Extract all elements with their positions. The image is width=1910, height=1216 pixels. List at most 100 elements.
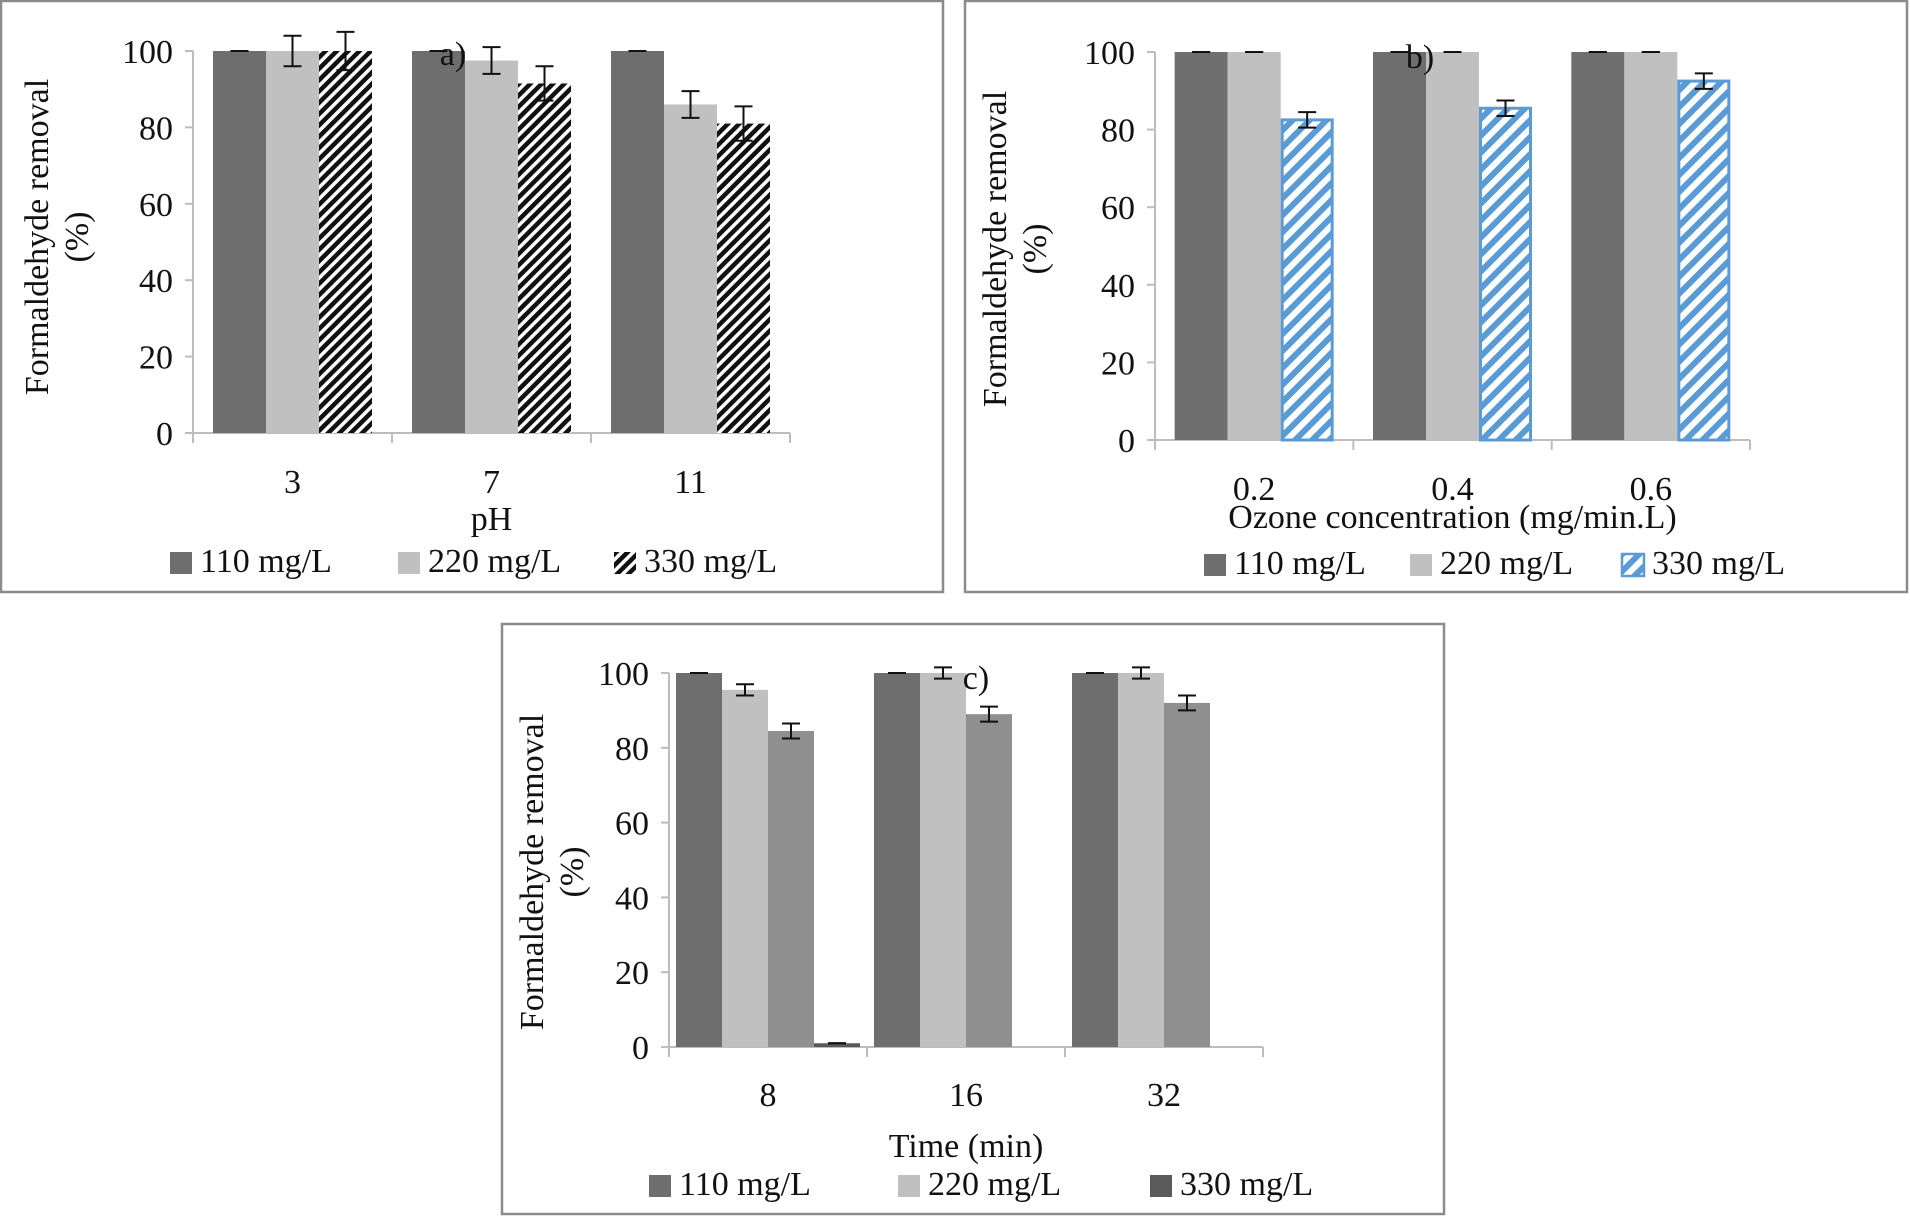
legend-label: 110 mg/L — [1234, 545, 1366, 582]
bar-b-0.4-s2 — [1479, 106, 1532, 442]
y-tick-label: 0 — [1118, 423, 1135, 460]
legend-swatch — [614, 552, 636, 574]
y-tick-label: 20 — [1101, 345, 1135, 382]
legend-swatch — [649, 1175, 671, 1197]
error-bar — [681, 90, 700, 119]
panel-label: a) — [440, 36, 466, 73]
x-axis-title: pH — [471, 501, 513, 538]
y-tick-label: 80 — [615, 731, 649, 768]
x-tick-label: 0.4 — [1431, 471, 1474, 508]
x-tick-label: 8 — [760, 1077, 777, 1114]
panel-label: b) — [1406, 39, 1434, 76]
error-bar — [336, 30, 355, 72]
legend-label: 110 mg/L — [200, 543, 332, 580]
error-bar — [535, 65, 554, 102]
error-bar — [1298, 111, 1317, 129]
bar-b-0.6-s2 — [1677, 79, 1731, 442]
chart-panel-a: 0 20 40 60 80 100 3 7 11 a) Formaldehyde removal (%… — [0, 0, 945, 594]
legend-label: 330 mg/L — [1180, 1166, 1313, 1203]
y-axis-title-line2: (%) — [1017, 224, 1054, 275]
y-axis-title: Formaldehyde removal (%) — [514, 714, 591, 1030]
legend-swatch — [1204, 554, 1226, 576]
bar-a-3-s2 — [319, 51, 372, 433]
legend-label: 330 mg/L — [1652, 545, 1785, 582]
x-tick-label: 0.6 — [1630, 471, 1673, 508]
error-bar — [782, 722, 800, 740]
y-axis-title-line1: Formaldehyde removal — [514, 714, 551, 1030]
x-tick-label: 11 — [674, 464, 707, 501]
bar-c-32-s2 — [1164, 702, 1210, 1047]
bar-a-11-s0 — [611, 51, 664, 433]
legend-swatch — [170, 552, 192, 574]
bar-b-0.2-s0 — [1174, 52, 1228, 440]
x-tick-label: 0.2 — [1233, 471, 1276, 508]
bar-a-7-s1 — [465, 60, 518, 434]
y-axis-title: Formaldehyde removal (%) — [977, 91, 1054, 407]
bar-b-0.6-s0 — [1571, 52, 1625, 440]
y-tick-label: 60 — [139, 187, 173, 224]
bar-c-32-s1 — [1118, 673, 1164, 1047]
bar-c-8-s3 — [814, 1043, 860, 1047]
error-bar — [1178, 694, 1196, 712]
y-tick-label: 40 — [139, 263, 173, 300]
y-tick-label: 80 — [1101, 113, 1135, 150]
legend-label: 330 mg/L — [644, 543, 777, 580]
y-tick-label: 100 — [598, 656, 649, 693]
error-bar — [736, 683, 754, 697]
legend: 110 mg/L 220 mg/L 330 mg/L — [170, 543, 777, 580]
error-bar — [934, 666, 952, 680]
error-bar — [734, 105, 753, 142]
y-tick-label: 40 — [1101, 268, 1135, 305]
y-axis-title: Formaldehyde removal (%) — [19, 79, 96, 395]
error-bar — [1694, 72, 1713, 90]
x-tick-label: 32 — [1147, 1077, 1181, 1114]
chart-panel-b: 0 20 40 60 80 100 0.2 0.4 0.6 b) Formaldehyde remo… — [963, 0, 1909, 594]
y-tick-label: 20 — [139, 340, 173, 377]
error-bar — [482, 46, 501, 75]
y-axis-title-line2: (%) — [59, 212, 96, 263]
y-tick-label: 0 — [156, 416, 173, 453]
y-axis-title-line1: Formaldehyde removal — [977, 91, 1014, 407]
legend-label: 220 mg/L — [928, 1166, 1061, 1203]
legend-swatch — [1150, 1175, 1172, 1197]
x-axis-title: Ozone concentration (mg/min.L) — [1228, 499, 1676, 536]
bar-c-8-s1 — [722, 689, 768, 1047]
y-tick-label: 0 — [632, 1030, 649, 1067]
bar-c-8-s2 — [768, 730, 814, 1047]
y-tick-label: 100 — [122, 34, 173, 71]
legend-label: 220 mg/L — [1440, 545, 1573, 582]
y-tick-label: 60 — [615, 806, 649, 843]
y-axis-title-line1: Formaldehyde removal — [19, 79, 56, 395]
y-tick-label: 80 — [139, 110, 173, 147]
bar-a-7-s2 — [518, 83, 571, 433]
bar-c-16-s1 — [920, 673, 966, 1047]
x-tick-label: 3 — [284, 464, 301, 501]
error-bar — [283, 34, 302, 68]
bar-b-0.6-s1 — [1624, 52, 1678, 440]
legend-label: 220 mg/L — [428, 543, 561, 580]
bar-a-3-s0 — [213, 51, 266, 433]
legend-label: 110 mg/L — [679, 1166, 811, 1203]
x-tick-label: 16 — [949, 1077, 983, 1114]
x-tick-label: 7 — [483, 464, 500, 501]
legend-swatch — [398, 552, 420, 574]
y-tick-label: 100 — [1084, 35, 1135, 72]
bar-c-16-s2 — [966, 714, 1012, 1047]
legend: 110 mg/L 220 mg/L 330 mg/L — [649, 1166, 1313, 1203]
legend-swatch — [898, 1175, 920, 1197]
bar-b-0.2-s2 — [1280, 118, 1334, 442]
y-tick-label: 20 — [615, 955, 649, 992]
bar-b-0.4-s1 — [1426, 52, 1479, 440]
bar-a-7-s0 — [412, 51, 465, 433]
y-tick-label: 40 — [615, 880, 649, 917]
bar-c-32-s0 — [1072, 673, 1118, 1047]
error-bar — [1496, 99, 1515, 118]
bar-a-3-s1 — [266, 51, 319, 433]
panel-label: c) — [963, 660, 989, 697]
chart-panel-c: 0 20 40 60 80 100 8 16 32 c) Formaldehyde removal(… — [500, 622, 1446, 1216]
y-axis-title-line2: (%) — [554, 847, 591, 898]
bar-a-11-s1 — [664, 104, 717, 433]
legend-swatch — [1410, 554, 1432, 576]
